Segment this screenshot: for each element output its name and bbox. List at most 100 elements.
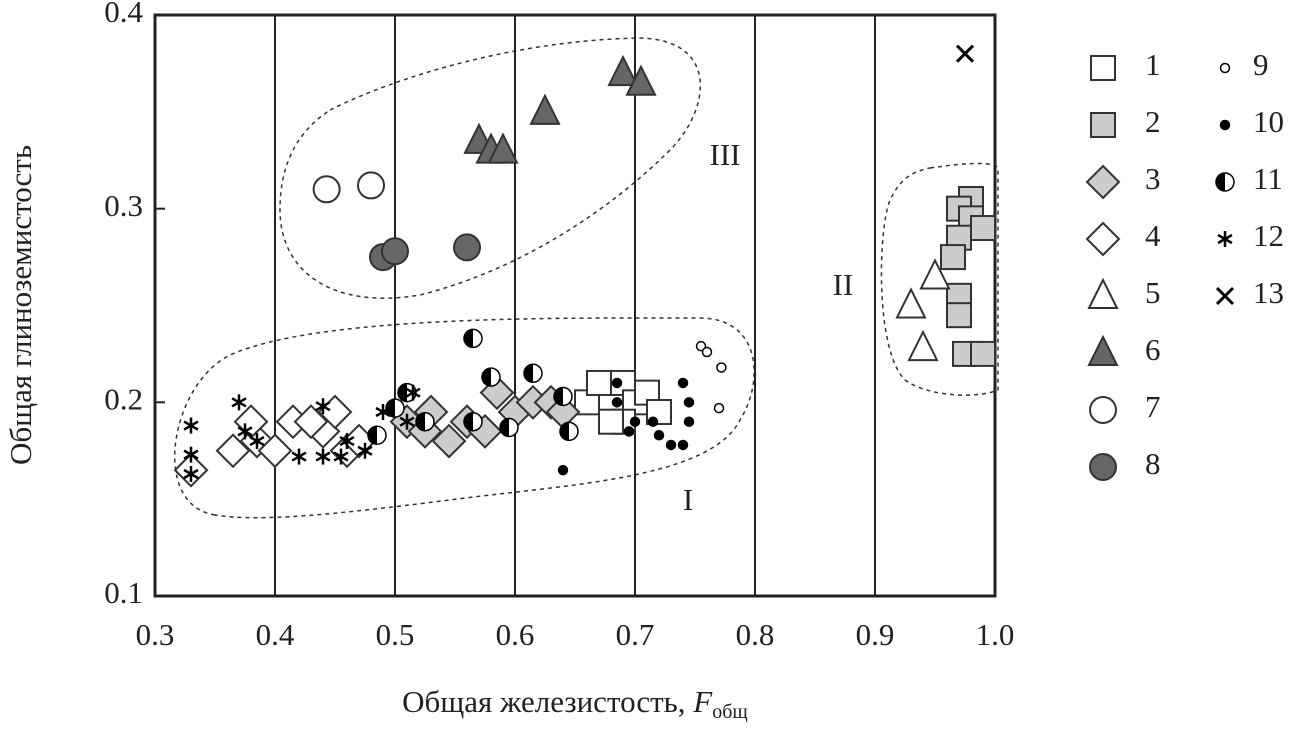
marker-shape <box>487 132 519 164</box>
marker <box>315 398 331 415</box>
marker <box>257 433 293 469</box>
marker <box>557 464 569 476</box>
marker <box>1215 172 1235 192</box>
marker <box>677 377 689 389</box>
marker-shape <box>399 416 415 427</box>
marker <box>463 411 483 432</box>
y-tick-label: 0.4 <box>104 0 143 29</box>
marker-shape <box>940 244 966 271</box>
marker-shape <box>500 418 509 437</box>
marker-shape <box>716 362 727 373</box>
marker-shape <box>215 433 251 469</box>
marker <box>367 425 387 446</box>
marker <box>713 402 725 414</box>
marker <box>907 329 939 362</box>
marker-shape <box>653 430 665 441</box>
marker <box>1087 334 1119 366</box>
marker <box>683 397 695 408</box>
marker <box>559 421 579 442</box>
legend-label: 5 <box>1145 275 1161 310</box>
marker-shape <box>611 397 623 408</box>
x-tick-label: 0.9 <box>856 617 895 652</box>
marker <box>293 404 329 440</box>
marker-shape <box>464 329 473 348</box>
marker-shape <box>1087 334 1119 366</box>
region-outline <box>173 317 755 519</box>
marker <box>183 465 199 482</box>
marker <box>625 64 657 96</box>
marker-shape <box>919 258 951 290</box>
marker-shape <box>398 383 407 402</box>
x-tick-label: 0.3 <box>136 617 175 652</box>
marker-shape <box>629 416 641 427</box>
marker <box>1219 119 1231 131</box>
marker <box>333 448 349 465</box>
marker <box>598 408 624 435</box>
marker <box>716 362 727 373</box>
marker-shape <box>183 420 199 431</box>
marker-shape <box>291 451 307 462</box>
x-tick-label: 0.5 <box>376 617 415 652</box>
marker <box>1087 277 1119 309</box>
marker <box>381 237 409 266</box>
marker-shape <box>1089 396 1117 424</box>
marker <box>499 417 519 438</box>
marker <box>1215 286 1235 306</box>
marker-shape <box>1216 173 1225 191</box>
y-tick-label: 0.1 <box>104 575 143 610</box>
marker <box>385 398 405 418</box>
legend-label: 7 <box>1145 389 1161 424</box>
region-label: I <box>683 482 693 517</box>
marker-shape <box>677 377 689 389</box>
y-tick-label: 0.2 <box>104 381 143 416</box>
legend-label: 2 <box>1145 104 1161 139</box>
marker-shape <box>375 406 391 418</box>
marker-shape <box>1090 55 1116 81</box>
marker-shape <box>183 449 199 460</box>
marker <box>940 244 966 271</box>
marker-shape <box>357 445 373 456</box>
marker <box>1090 112 1116 138</box>
legend-label: 1 <box>1145 47 1161 82</box>
marker <box>415 411 435 432</box>
marker-shape <box>482 368 491 387</box>
marker-shape <box>464 412 473 431</box>
marker <box>315 448 331 465</box>
marker-shape <box>1215 286 1235 306</box>
marker <box>523 363 543 384</box>
marker <box>677 439 689 451</box>
marker-shape <box>1219 119 1231 131</box>
marker <box>237 423 253 440</box>
x-tick-label: 0.7 <box>616 617 655 652</box>
marker <box>1089 453 1117 481</box>
marker <box>586 369 612 396</box>
marker <box>970 340 996 367</box>
marker <box>357 171 385 200</box>
legend-label: 11 <box>1253 161 1283 196</box>
marker <box>397 382 417 403</box>
marker <box>653 430 665 441</box>
x-tick-label: 0.6 <box>496 617 535 652</box>
marker-shape <box>970 215 996 242</box>
marker <box>611 397 623 408</box>
marker <box>249 433 265 450</box>
legend-label: 13 <box>1253 275 1284 310</box>
marker <box>919 258 951 290</box>
marker <box>1085 221 1121 257</box>
marker-shape <box>1217 233 1233 245</box>
marker <box>357 442 373 459</box>
marker-shape <box>312 175 341 204</box>
marker-shape <box>683 397 695 408</box>
marker-shape <box>368 426 377 445</box>
marker <box>312 175 341 204</box>
marker-shape <box>1085 164 1121 200</box>
region-outline <box>279 37 702 299</box>
marker <box>1085 164 1121 200</box>
marker <box>629 416 641 427</box>
marker-shape <box>623 426 635 437</box>
marker-shape <box>598 408 624 435</box>
marker-shape <box>237 426 253 437</box>
marker <box>453 233 481 262</box>
marker-shape <box>554 387 563 406</box>
